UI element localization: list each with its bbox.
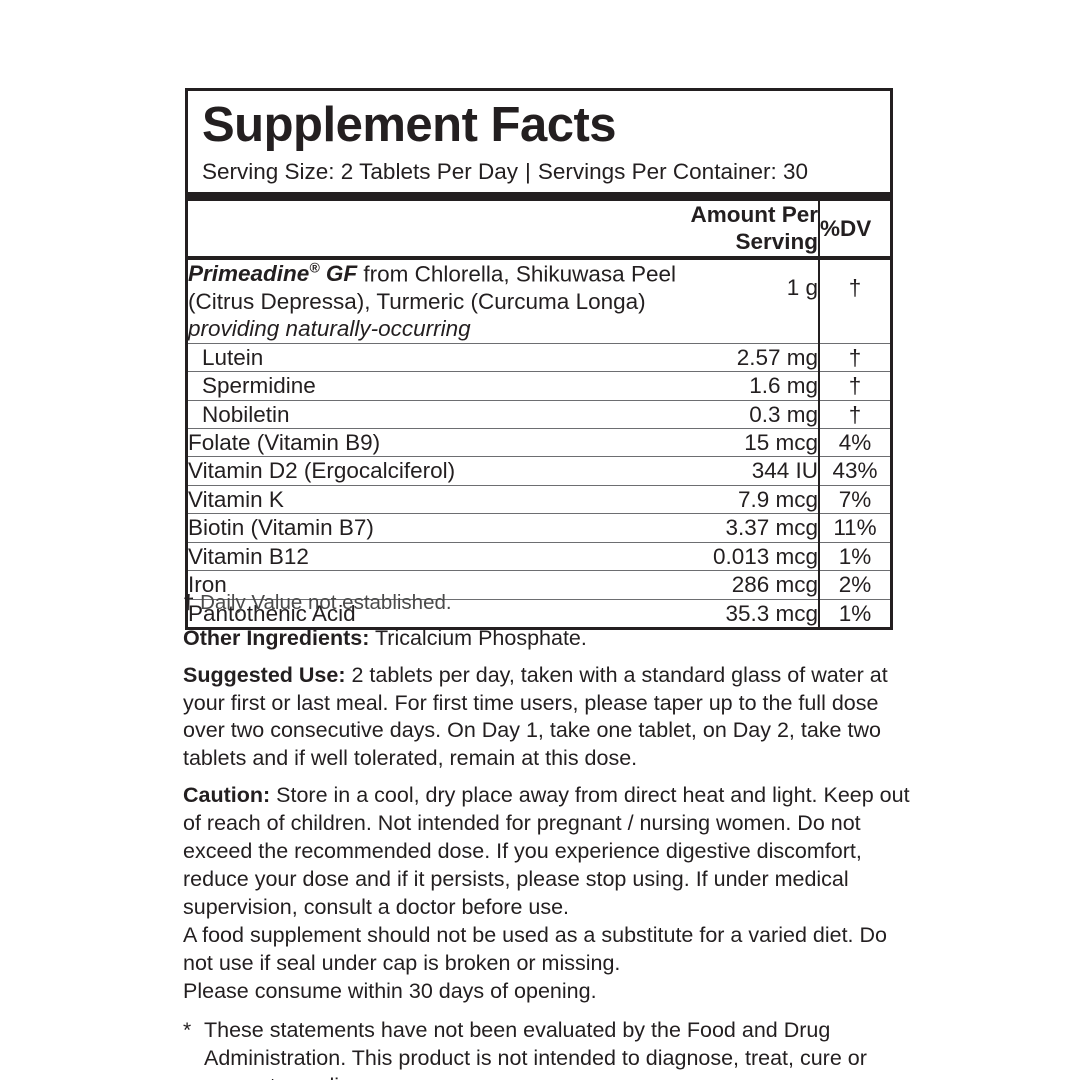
table-row: Biotin (Vitamin B7) 3.37 mcg 11% bbox=[188, 513, 890, 543]
other-ingredients: Other Ingredients: Tricalcium Phosphate. bbox=[183, 625, 913, 653]
nutrient-dv: † bbox=[818, 399, 890, 429]
table-row: Iron 286 mcg 2% bbox=[188, 570, 890, 600]
nutrient-name: Vitamin B12 bbox=[188, 541, 688, 571]
table-header-row: Amount Per Serving %DV bbox=[188, 200, 890, 256]
blend-amount: 1 g bbox=[786, 274, 818, 300]
label-notes: † Daily Value not established. Other Ing… bbox=[183, 590, 913, 1080]
nutrient-dv: † bbox=[818, 371, 890, 401]
providing-amount-spacer bbox=[688, 315, 819, 343]
nutrient-amount: 0.013 mcg bbox=[688, 541, 819, 571]
daily-value-footnote-text: Daily Value not established. bbox=[200, 591, 452, 614]
serving-size: Serving Size: 2 Tablets Per Day bbox=[202, 158, 518, 184]
table-row-providing: providing naturally-occurring bbox=[188, 315, 890, 344]
nutrient-name: Vitamin D2 (Ergocalciferol) bbox=[188, 456, 688, 486]
nutrient-dv: 2% bbox=[818, 570, 890, 600]
suggested-use-text: 2 tablets per day, taken with a standard… bbox=[183, 662, 888, 771]
nutrient-dv: † bbox=[818, 342, 890, 372]
nutrient-amount: 0.3 mg bbox=[688, 399, 819, 429]
nutrient-amount: 286 mcg bbox=[688, 570, 819, 600]
fda-disclaimer: * These statements have not been evaluat… bbox=[183, 1017, 913, 1080]
caution-text: Store in a cool, dry place away from dir… bbox=[183, 783, 910, 920]
registered-mark-icon: ® bbox=[309, 259, 320, 276]
nutrient-name: Pantothenic Acid bbox=[188, 598, 688, 628]
table-row-blend: Primeadine® GF from Chlorella, Shikuwasa… bbox=[188, 259, 890, 316]
serving-information: Serving Size: 2 Tablets Per Day | Servings… bbox=[188, 153, 890, 192]
table-row: Spermidine 1.6 mg † bbox=[188, 371, 890, 401]
nutrient-amount: 35.3 mcg bbox=[688, 598, 819, 628]
nutrient-dv: 1% bbox=[818, 598, 890, 628]
suggested-use: Suggested Use: 2 tablets per day, taken … bbox=[183, 662, 913, 774]
nutrient-name: Spermidine bbox=[188, 371, 688, 401]
providing-label: providing naturally-occurring bbox=[188, 316, 471, 342]
nutrient-amount: 2.57 mg bbox=[688, 342, 819, 372]
caution-text-line2: A food supplement should not be used as … bbox=[183, 923, 887, 975]
nutrient-dv: 11% bbox=[818, 513, 890, 543]
nutrient-amount: 3.37 mcg bbox=[688, 513, 819, 543]
caution-label: Caution: bbox=[183, 783, 271, 808]
nutrient-dv: 7% bbox=[818, 484, 890, 514]
table-row: Vitamin D2 (Ergocalciferol) 344 IU 43% bbox=[188, 456, 890, 486]
nutrient-name: Biotin (Vitamin B7) bbox=[188, 513, 688, 543]
nutrient-dv: 4% bbox=[818, 427, 890, 457]
blend-name-cell: Primeadine® GF from Chlorella, Shikuwasa… bbox=[188, 260, 688, 315]
table-row: Folate (Vitamin B9) 15 mcg 4% bbox=[188, 427, 890, 457]
table-row: Lutein 2.57 mg † bbox=[188, 342, 890, 372]
nutrient-amount: 7.9 mcg bbox=[688, 484, 819, 514]
table-row: Pantothenic Acid 35.3 mcg 1% bbox=[188, 598, 890, 628]
column-header-dv: %DV bbox=[818, 200, 890, 256]
nutrient-name: Folate (Vitamin B9) bbox=[188, 427, 688, 457]
other-ingredients-label: Other Ingredients: bbox=[183, 625, 370, 650]
column-header-name bbox=[188, 201, 688, 256]
table-row: Vitamin B12 0.013 mcg 1% bbox=[188, 541, 890, 571]
header-bottom-rule bbox=[188, 255, 890, 260]
other-ingredients-text: Tricalcium Phosphate. bbox=[369, 625, 587, 650]
serving-separator: | bbox=[525, 158, 531, 184]
nutrient-amount: 15 mcg bbox=[688, 427, 819, 457]
caution: Caution: Store in a cool, dry place away… bbox=[183, 782, 913, 1006]
blend-dv: † bbox=[818, 259, 890, 316]
nutrition-table-body: Primeadine® GF from Chlorella, Shikuwasa… bbox=[188, 259, 890, 628]
column-header-amount: Amount Per Serving bbox=[690, 201, 818, 255]
table-row: Vitamin K 7.9 mcg 7% bbox=[188, 484, 890, 514]
header-thick-rule bbox=[188, 191, 890, 201]
nutrient-name: Nobiletin bbox=[188, 399, 688, 429]
table-row: Nobiletin 0.3 mg † bbox=[188, 399, 890, 429]
asterisk-icon: * bbox=[183, 1018, 192, 1042]
dagger-icon: † bbox=[183, 591, 195, 614]
caution-text-line3: Please consume within 30 days of opening… bbox=[183, 978, 597, 1003]
providing-dv-spacer bbox=[818, 315, 890, 344]
nutrient-amount: 1.6 mg bbox=[688, 371, 819, 401]
daily-value-footnote: † Daily Value not established. bbox=[183, 590, 913, 616]
table-header: Amount Per Serving %DV bbox=[188, 200, 890, 256]
nutrient-name: Lutein bbox=[188, 342, 688, 372]
nutrient-name: Iron bbox=[188, 570, 688, 600]
suggested-use-label: Suggested Use: bbox=[183, 662, 346, 687]
nutrient-name: Vitamin K bbox=[188, 484, 688, 514]
nutrient-dv: 1% bbox=[818, 541, 890, 571]
blend-brand: Primeadine® GF bbox=[188, 259, 358, 287]
fda-disclaimer-text: These statements have not been evaluated… bbox=[204, 1017, 867, 1080]
blend-description: from Chlorella, Shikuwasa Peel (Citrus D… bbox=[188, 261, 676, 314]
nutrient-dv: 43% bbox=[818, 456, 890, 486]
servings-per-container: Servings Per Container: 30 bbox=[537, 158, 809, 184]
panel-title: Supplement Facts bbox=[202, 98, 617, 152]
nutrition-table: Amount Per Serving %DV bbox=[188, 200, 890, 256]
supplement-facts-panel: Supplement Facts Serving Size: 2 Tablets… bbox=[185, 88, 893, 631]
nutrient-amount: 344 IU bbox=[688, 456, 819, 486]
